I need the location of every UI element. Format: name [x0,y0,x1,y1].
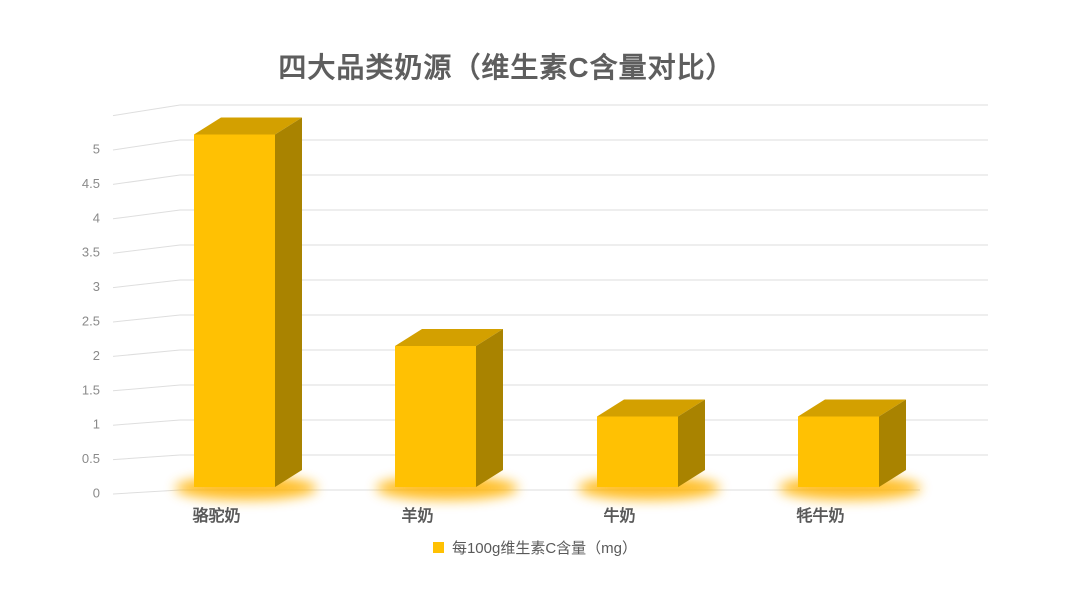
y-tick-label: 0 [93,486,100,501]
x-category-label: 羊奶 [401,506,433,525]
y-tick-label: 0.5 [82,451,100,466]
gridline [112,174,988,185]
bar-front-face [597,416,678,487]
bar-front-face [798,416,879,487]
bar-front-face [194,134,275,487]
bar-top-face [798,399,906,417]
y-tick-label: 3 [93,279,100,294]
bar-top-face [597,399,705,417]
gridline [112,209,988,220]
y-tick-label: 2.5 [82,314,100,329]
y-tick-label: 1 [93,417,100,432]
y-tick-label: 4 [93,210,100,225]
x-category-label: 骆驼奶 [192,506,240,525]
legend-swatch-icon [432,542,444,553]
y-tick-label: 3.5 [82,245,100,260]
y-tick-label: 5 [93,142,100,157]
bar-front-face [395,346,476,487]
gridline [112,314,988,323]
gridline [112,244,988,254]
plot-root: 0 0.5 1 1.5 2 2.5 3 3.5 4 4.5 5 骆驼奶 羊奶 牛奶 牦牛奶 [82,104,988,525]
y-tick-label: 2 [93,348,100,363]
x-category-label: 牦牛奶 [796,506,844,525]
gridline [112,384,988,392]
gridline [112,139,988,151]
gridline [112,454,988,461]
chart-title: 四大品类奶源（维生素C含量对比） [278,52,735,83]
gridline [112,419,988,426]
gridline [112,349,988,357]
gridline [112,279,988,289]
gridline [112,104,988,117]
bar-side-face [678,399,705,487]
bar-side-face [275,117,302,487]
bar-top-face [194,117,302,135]
x-category-label: 牛奶 [603,506,635,525]
y-tick-label: 1.5 [82,382,100,397]
y-tick-label: 4.5 [82,176,100,191]
bar-side-face [476,329,503,487]
bar-top-face [395,329,503,346]
legend-label: 每100g维生素C含量（mg） [451,540,638,557]
legend: 每100g维生素C含量（mg） [0,537,1070,558]
bar-side-face [879,399,906,487]
